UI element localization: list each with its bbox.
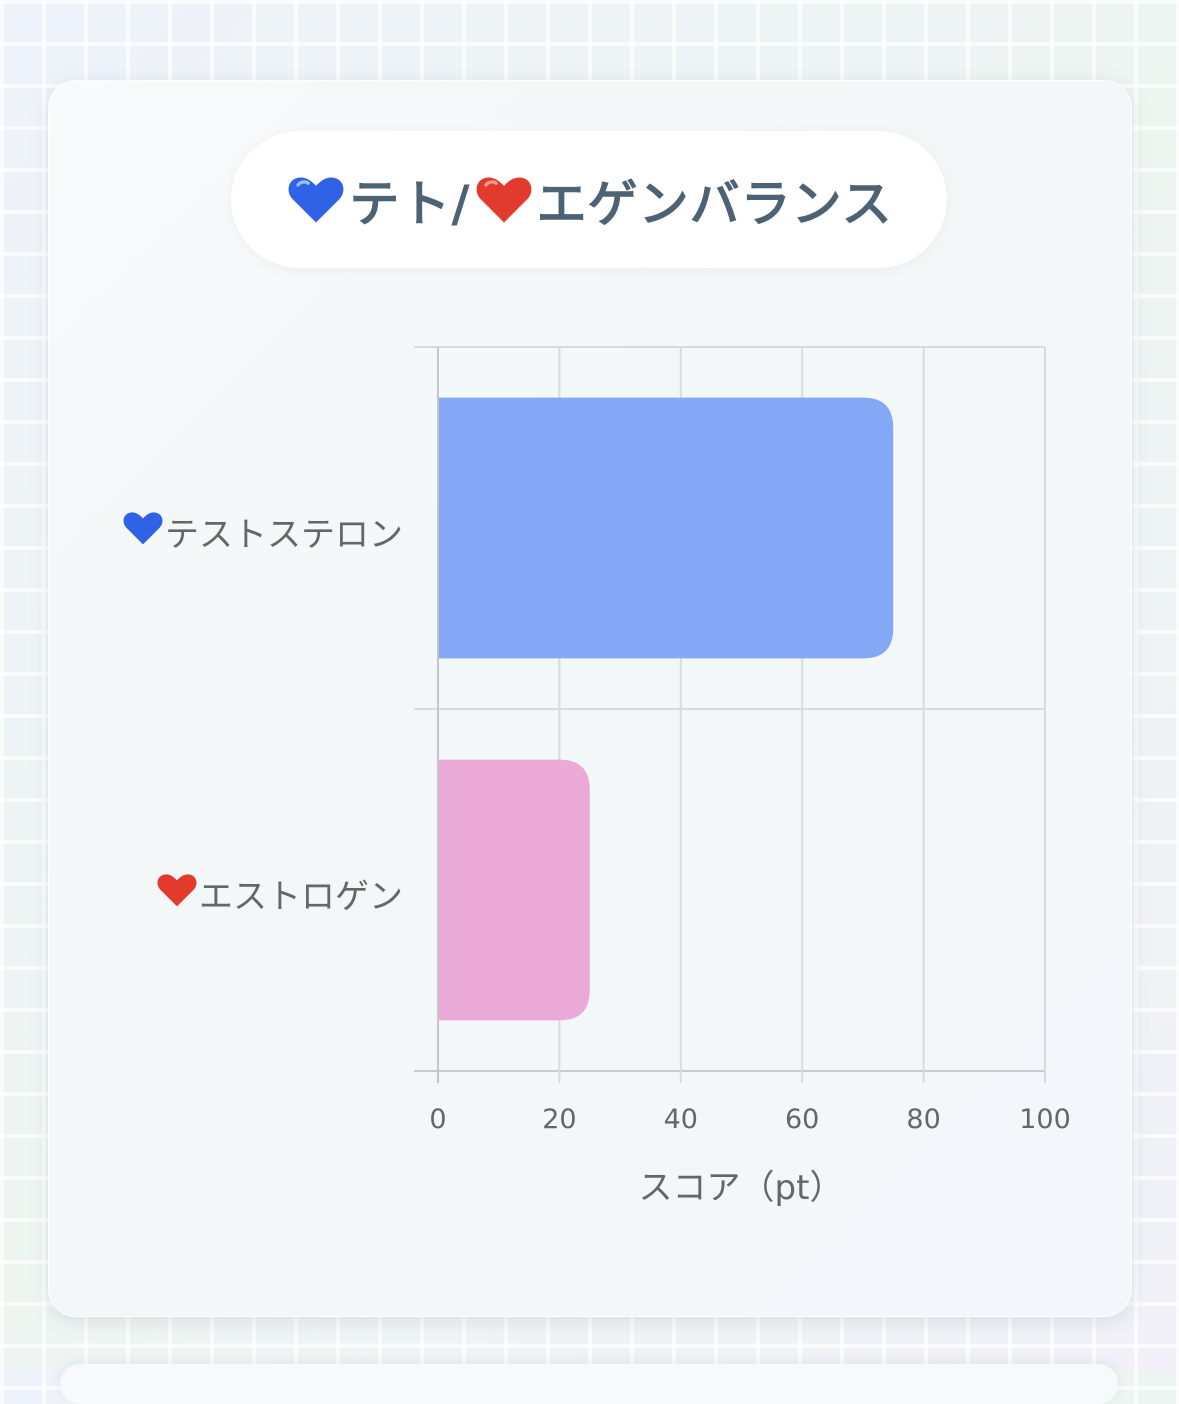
x-axis-label: スコア（pt）: [638, 1168, 844, 1208]
category-label-text: テストステロン: [165, 515, 403, 555]
category-label-text: エストロゲン: [199, 877, 403, 917]
category-label-testosterone: テストステロン: [121, 505, 403, 558]
red-heart-icon: [473, 167, 535, 233]
x-tick-label: 80: [906, 1104, 941, 1135]
chart-title: テト/ エゲンバランス: [231, 131, 947, 268]
red-heart-icon: [155, 867, 199, 920]
title-text-right: エゲンバランス: [536, 174, 893, 233]
bar-chart-plot: [414, 346, 1046, 1083]
x-tick-label: 40: [663, 1104, 698, 1135]
x-tick-label: 20: [542, 1104, 577, 1135]
bar-testosterone: [438, 397, 894, 659]
x-tick-label: 0: [429, 1104, 447, 1135]
bar-estrogen: [438, 759, 590, 1021]
x-tick-label: 100: [1019, 1104, 1071, 1135]
x-tick-label: 60: [785, 1104, 820, 1135]
title-text-left: テト/: [349, 174, 471, 233]
blue-heart-icon: [285, 167, 347, 233]
category-label-estrogen: エストロゲン: [155, 867, 403, 920]
blue-heart-icon: [121, 505, 165, 558]
chart-card: [48, 80, 1132, 1317]
